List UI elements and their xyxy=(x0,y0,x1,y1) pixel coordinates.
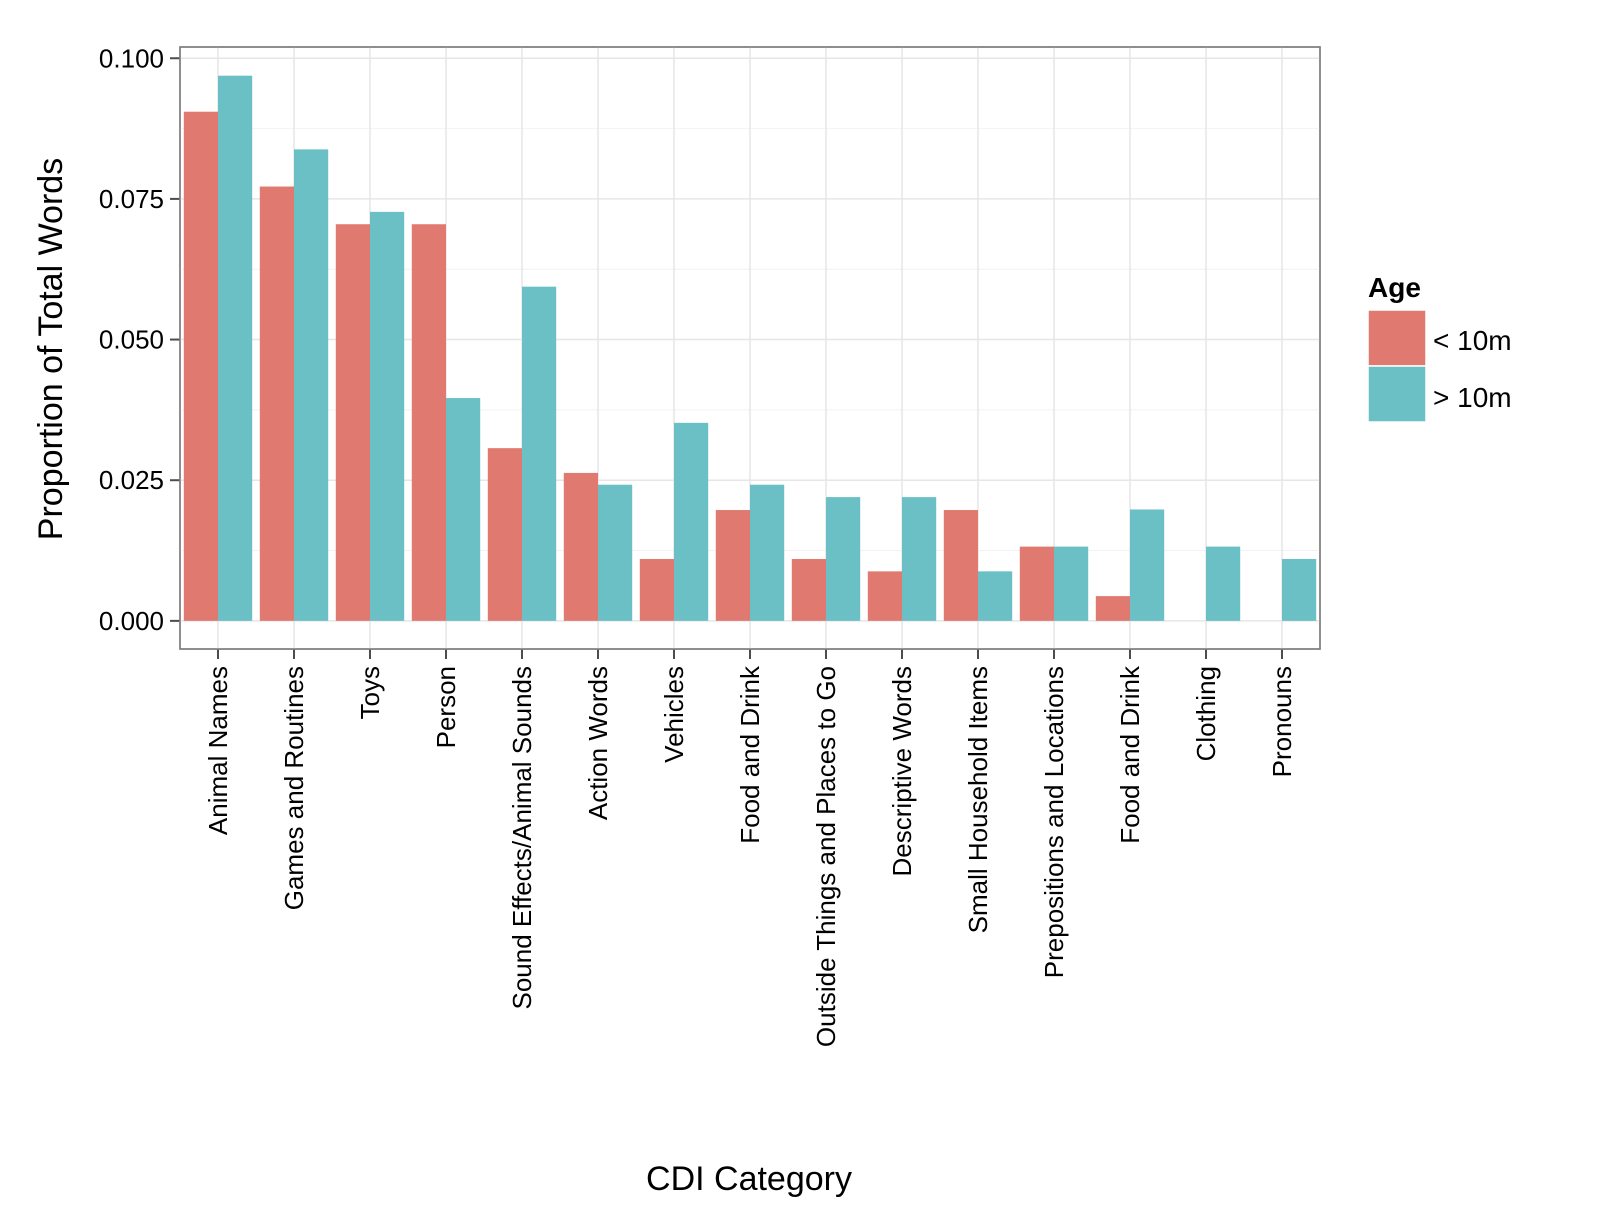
y-tick-label: 0.050 xyxy=(99,325,164,355)
bar-over-10m xyxy=(218,75,253,621)
x-tick-label: Sound Effects/Animal Sounds xyxy=(507,666,537,1010)
bar-under-10m xyxy=(1019,546,1054,621)
bar-over-10m xyxy=(598,484,633,621)
bar-over-10m xyxy=(1282,558,1317,621)
bar-over-10m xyxy=(826,497,861,621)
x-tick-label: Vehicles xyxy=(659,666,689,763)
bar-under-10m xyxy=(1095,596,1130,621)
bar-under-10m xyxy=(943,510,978,621)
bar-over-10m xyxy=(750,484,785,621)
x-tick-label: Pronouns xyxy=(1267,666,1297,777)
x-tick-label: Outside Things and Places to Go xyxy=(811,666,841,1047)
x-tick-label: Animal Names xyxy=(203,666,233,835)
bar-over-10m xyxy=(1130,509,1165,621)
bar-over-10m xyxy=(1054,546,1089,621)
x-tick-label: Food and Drink xyxy=(735,665,765,844)
y-axis: 0.000 0.025 0.050 0.075 0.100 xyxy=(99,43,180,636)
bar-over-10m xyxy=(674,422,709,621)
bar-under-10m xyxy=(563,472,598,621)
y-tick-label: 0.000 xyxy=(99,606,164,636)
bar-under-10m xyxy=(487,448,522,621)
bar-over-10m xyxy=(370,211,405,621)
legend-label-under-10m: < 10m xyxy=(1433,325,1512,356)
x-tick-label: Prepositions and Locations xyxy=(1039,666,1069,978)
bar-over-10m xyxy=(446,398,481,621)
y-tick-label: 0.075 xyxy=(99,184,164,214)
x-tick-label: Games and Routines xyxy=(279,666,309,910)
x-tick-label: Descriptive Words xyxy=(887,666,917,876)
bars xyxy=(183,75,1317,621)
y-tick-label: 0.025 xyxy=(99,465,164,495)
x-tick-label: Clothing xyxy=(1191,666,1221,761)
x-axis-title: CDI Category xyxy=(646,1160,852,1198)
bar-under-10m xyxy=(183,111,218,621)
bar-over-10m xyxy=(902,497,937,621)
bar-over-10m xyxy=(1206,546,1241,621)
bar-under-10m xyxy=(335,224,370,621)
legend-label-over-10m: > 10m xyxy=(1433,382,1512,413)
bar-under-10m xyxy=(715,510,750,621)
bar-under-10m xyxy=(259,186,294,621)
legend-swatch-under-10m xyxy=(1367,309,1427,367)
y-tick-label: 0.100 xyxy=(99,43,164,73)
bar-under-10m xyxy=(791,558,826,621)
bar-under-10m xyxy=(411,224,446,621)
legend-title: Age xyxy=(1368,272,1421,303)
x-tick-label: Person xyxy=(431,666,461,748)
bar-over-10m xyxy=(522,286,557,621)
x-tick-label: Food and Drink xyxy=(1115,665,1145,844)
bar-under-10m xyxy=(867,571,902,621)
y-axis-title: Proportion of Total Words xyxy=(32,158,70,540)
bar-over-10m xyxy=(294,149,329,621)
bar-over-10m xyxy=(978,571,1013,621)
legend-swatch-over-10m xyxy=(1367,365,1427,423)
x-tick-label: Toys xyxy=(355,666,385,719)
x-axis: Animal Names Games and Routines Toys Person… xyxy=(203,649,1297,1047)
x-tick-label: Action Words xyxy=(583,666,613,820)
x-tick-label: Small Household Items xyxy=(963,666,993,933)
legend: Age < 10m > 10m xyxy=(1367,272,1512,423)
bar-under-10m xyxy=(639,558,674,621)
plot-panel-border xyxy=(179,46,1321,650)
